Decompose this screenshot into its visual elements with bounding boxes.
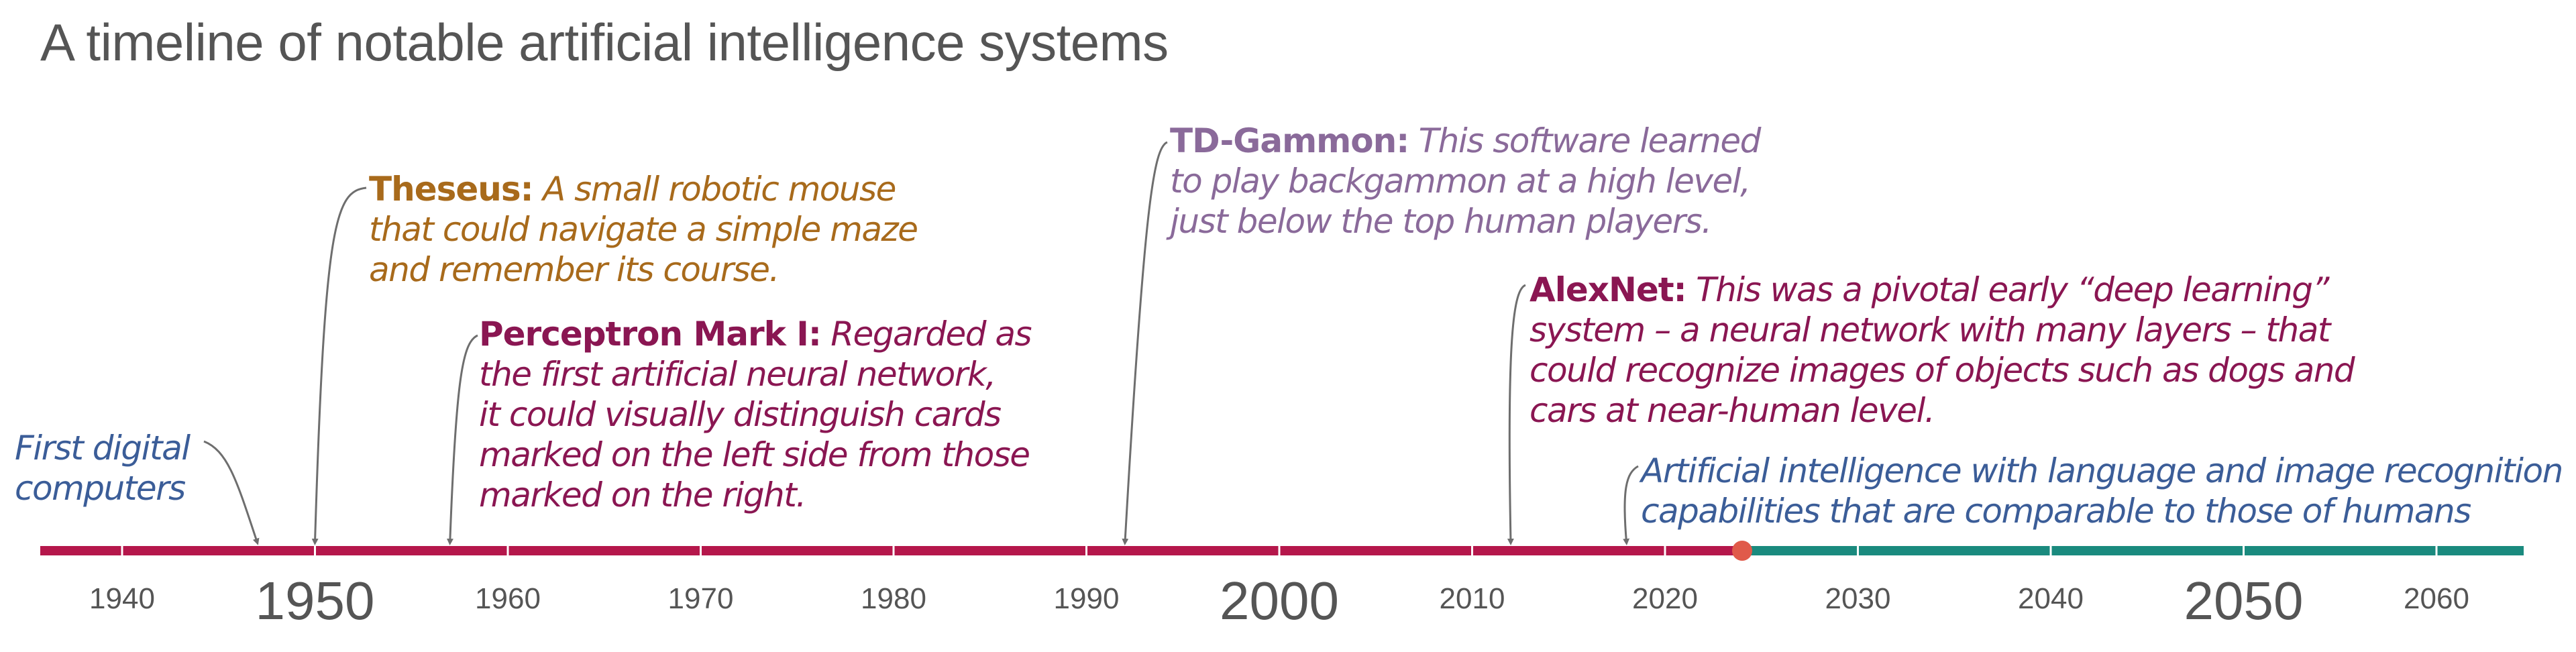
annotation-arrow [1623,465,1639,545]
annotation-future-ai: Artificial intelligence with language an… [1641,451,2563,531]
annotation-line: it could visually distinguish cards [479,395,1002,434]
page-title: A timeline of notable artificial intelli… [40,13,1169,72]
annotation-line: cars at near-human level. [1529,391,1935,430]
annotation-arrow [311,186,367,545]
annotation-name: Perceptron Mark I: [479,315,822,354]
annotation-line: marked on the left side from those [479,435,1030,474]
axis-tick-label: 2040 [2018,582,2084,615]
axis-tick-label: 1950 [255,571,375,631]
annotation-line: Artificial intelligence with language an… [1641,451,2563,490]
annotation-line: that could navigate a simple maze [369,210,918,249]
annotation-line: computers [15,469,186,508]
annotation-line: marked on the right. [479,476,806,514]
annotation-arrow [1122,141,1168,545]
annotation-line: and remember its course. [369,250,780,289]
axis-tick-label: 1960 [475,582,541,615]
annotation-name: Theseus: [369,170,534,209]
axis-tick-label: 2000 [1220,571,1339,631]
axis-tick-label: 2010 [1439,582,1505,615]
axis-tick-label: 2030 [1825,582,1891,615]
annotation-arrow [1507,284,1526,545]
annotation-arrow [203,440,260,545]
annotation-first-digital-computers: First digital computers [15,428,191,508]
annotation-theseus: Theseus: A small robotic mouse that coul… [369,169,918,290]
annotation-line: A small robotic mouse [543,170,896,209]
axis-tick-label: 1990 [1053,582,1120,615]
annotation-line: First digital [15,429,191,468]
annotation-line: This was a pivotal early “deep learning” [1696,270,2329,309]
annotation-arrow [446,334,478,545]
annotation-alexnet: AlexNet: This was a pivotal early “deep … [1529,270,2355,431]
annotation-line: to play backgammon at a high level, [1170,162,1751,201]
axis-tick-label: 2050 [2184,571,2304,631]
axis-tick-label: 1940 [89,582,155,615]
annotation-line: system – a neural network with many laye… [1529,311,2330,349]
now-marker [1732,541,1752,561]
annotation-line: This software learned [1418,121,1762,160]
annotation-name: AlexNet: [1529,270,1687,309]
axis-tick-label: 1970 [667,582,734,615]
axis-tick-label: 1980 [861,582,926,615]
annotation-perceptron-mark-i: Perceptron Mark I: Regarded as the first… [479,314,1032,515]
annotation-line: Regarded as [830,315,1032,354]
annotation-line: could recognize images of objects such a… [1529,351,2355,390]
annotation-line: capabilities that are comparable to thos… [1641,492,2471,531]
annotation-line: the first artificial neural network, [479,355,996,394]
axis-tick-label: 2060 [2404,582,2469,615]
annotation-line: just below the top human players. [1170,202,1712,241]
axis-tick-label: 2020 [1632,582,1698,615]
annotation-td-gammon: TD-Gammon: This software learned to play… [1170,121,1762,241]
annotation-name: TD-Gammon: [1170,121,1409,160]
